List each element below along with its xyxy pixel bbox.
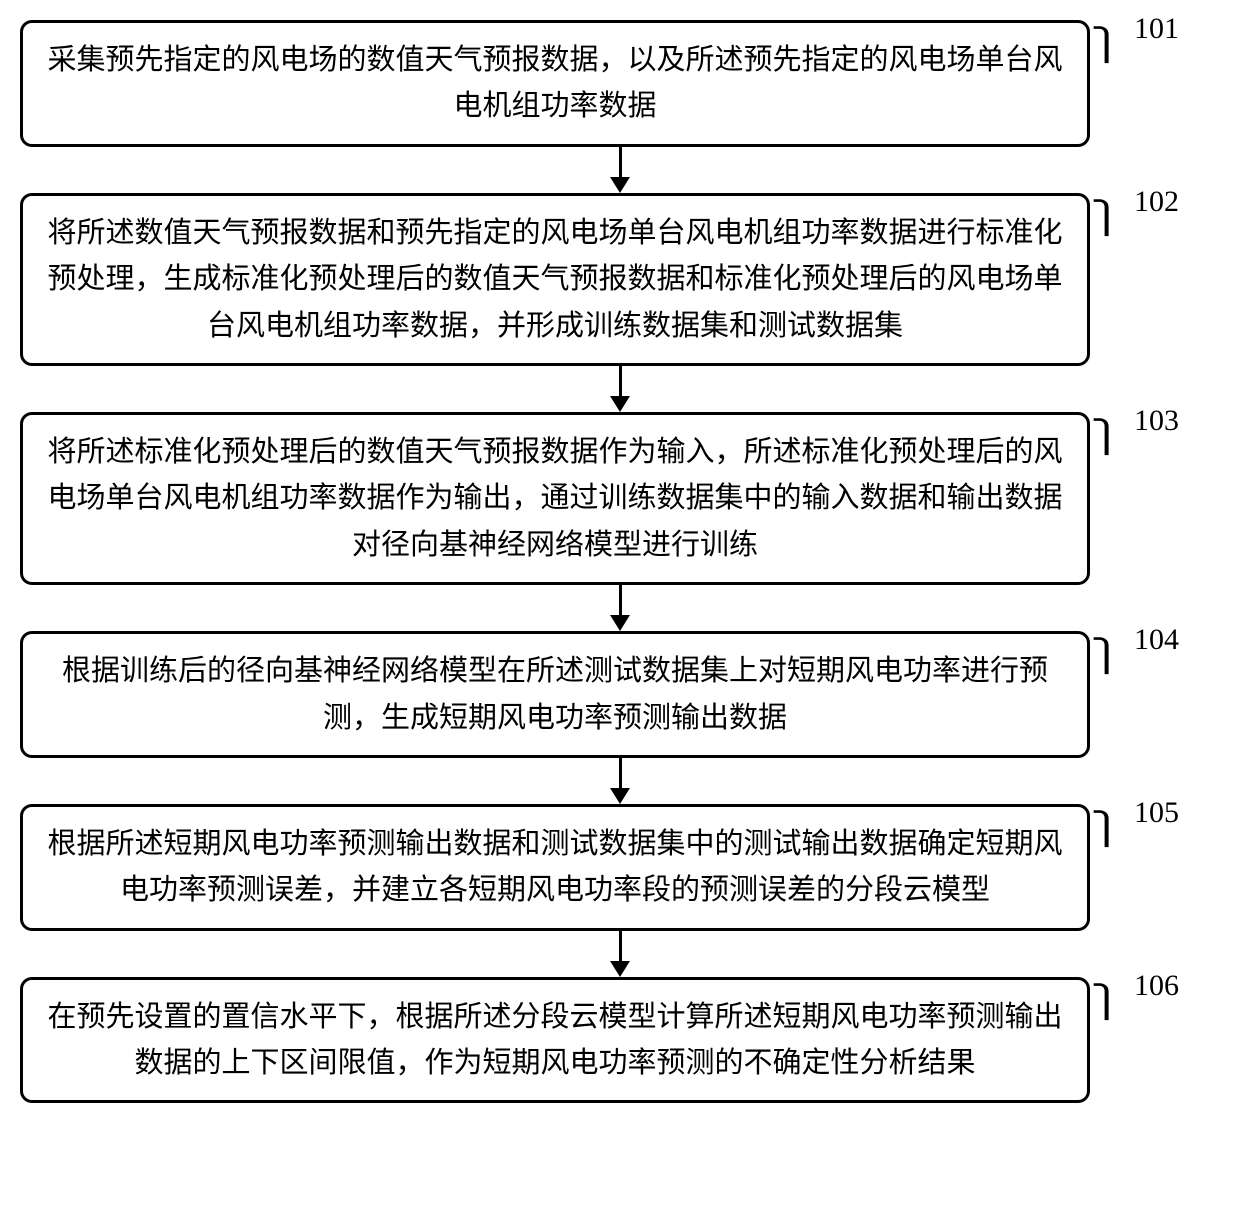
step-label-103: 103 — [1134, 406, 1179, 436]
arrowhead-icon — [610, 788, 630, 804]
arrow-line — [619, 585, 622, 615]
step-row-103: 将所述标准化预处理后的数值天气预报数据作为输入，所述标准化预处理后的风电场单台风… — [20, 412, 1220, 585]
step-box-105: 根据所述短期风电功率预测输出数据和测试数据集中的测试输出数据确定短期风电功率预测… — [20, 804, 1090, 931]
step-row-102: 将所述数值天气预报数据和预先指定的风电场单台风电机组功率数据进行标准化预处理，生… — [20, 193, 1220, 366]
step-label-105: 105 — [1134, 798, 1179, 828]
step-text: 根据训练后的径向基神经网络模型在所述测试数据集上对短期风电功率进行预测，生成短期… — [45, 648, 1065, 741]
step-label-104: 104 — [1134, 625, 1179, 655]
label-wrap-102: ⎫ — [1090, 195, 1123, 246]
arrow-line — [619, 931, 622, 961]
step-text: 将所述数值天气预报数据和预先指定的风电场单台风电机组功率数据进行标准化预处理，生… — [45, 210, 1065, 349]
arrow-connector — [85, 931, 1155, 977]
arrow-line — [619, 366, 622, 396]
step-box-106: 在预先设置的置信水平下，根据所述分段云模型计算所述短期风电功率预测输出数据的上下… — [20, 977, 1090, 1104]
arrowhead-icon — [610, 961, 630, 977]
brace-icon: ⎫ — [1090, 27, 1123, 63]
label-wrap-105: ⎫ — [1090, 806, 1123, 857]
step-label-101: 101 — [1134, 14, 1179, 44]
arrowhead-icon — [610, 177, 630, 193]
step-box-104: 根据训练后的径向基神经网络模型在所述测试数据集上对短期风电功率进行预测，生成短期… — [20, 631, 1090, 758]
step-label-106: 106 — [1134, 971, 1179, 1001]
label-wrap-104: ⎫ — [1090, 633, 1123, 684]
step-text: 在预先设置的置信水平下，根据所述分段云模型计算所述短期风电功率预测输出数据的上下… — [45, 994, 1065, 1087]
step-text: 根据所述短期风电功率预测输出数据和测试数据集中的测试输出数据确定短期风电功率预测… — [45, 821, 1065, 914]
step-row-101: 采集预先指定的风电场的数值天气预报数据，以及所述预先指定的风电场单台风电机组功率… — [20, 20, 1220, 147]
arrow-connector — [85, 758, 1155, 804]
arrowhead-icon — [610, 615, 630, 631]
label-wrap-106: ⎫ — [1090, 979, 1123, 1030]
arrow-connector — [85, 366, 1155, 412]
brace-icon: ⎫ — [1090, 984, 1123, 1020]
step-row-104: 根据训练后的径向基神经网络模型在所述测试数据集上对短期风电功率进行预测，生成短期… — [20, 631, 1220, 758]
label-wrap-103: ⎫ — [1090, 414, 1123, 465]
brace-icon: ⎫ — [1090, 419, 1123, 455]
step-row-105: 根据所述短期风电功率预测输出数据和测试数据集中的测试输出数据确定短期风电功率预测… — [20, 804, 1220, 931]
step-text: 采集预先指定的风电场的数值天气预报数据，以及所述预先指定的风电场单台风电机组功率… — [45, 37, 1065, 130]
brace-icon: ⎫ — [1090, 638, 1123, 674]
step-label-102: 102 — [1134, 187, 1179, 217]
brace-icon: ⎫ — [1090, 811, 1123, 847]
flowchart-container: 采集预先指定的风电场的数值天气预报数据，以及所述预先指定的风电场单台风电机组功率… — [20, 20, 1220, 1103]
step-row-106: 在预先设置的置信水平下，根据所述分段云模型计算所述短期风电功率预测输出数据的上下… — [20, 977, 1220, 1104]
step-box-102: 将所述数值天气预报数据和预先指定的风电场单台风电机组功率数据进行标准化预处理，生… — [20, 193, 1090, 366]
arrow-line — [619, 147, 622, 177]
step-box-101: 采集预先指定的风电场的数值天气预报数据，以及所述预先指定的风电场单台风电机组功率… — [20, 20, 1090, 147]
step-box-103: 将所述标准化预处理后的数值天气预报数据作为输入，所述标准化预处理后的风电场单台风… — [20, 412, 1090, 585]
brace-icon: ⎫ — [1090, 200, 1123, 236]
arrowhead-icon — [610, 396, 630, 412]
arrow-connector — [85, 585, 1155, 631]
label-wrap-101: ⎫ — [1090, 22, 1123, 73]
arrow-connector — [85, 147, 1155, 193]
arrow-line — [619, 758, 622, 788]
step-text: 将所述标准化预处理后的数值天气预报数据作为输入，所述标准化预处理后的风电场单台风… — [45, 429, 1065, 568]
